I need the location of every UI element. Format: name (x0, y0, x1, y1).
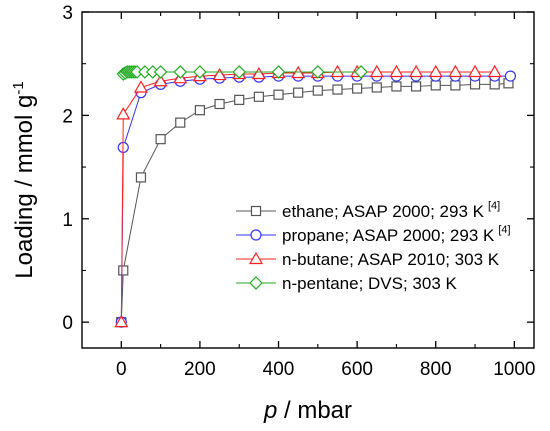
data-point (153, 74, 168, 87)
data-point (153, 65, 168, 79)
x-tick-label: 600 (341, 359, 373, 380)
legend-ref: [4] (498, 224, 510, 236)
data-point (448, 64, 463, 78)
data-point (312, 85, 323, 96)
legend-label: ethane; ASAP 2000; 293 K [4] (282, 200, 500, 221)
data-point (135, 172, 147, 183)
legend-marker (249, 276, 263, 290)
data-point (428, 64, 443, 78)
data-point (369, 64, 384, 78)
data-point (155, 134, 166, 145)
data-point (487, 64, 502, 78)
data-point (116, 107, 131, 120)
x-axis-title-italic: p (263, 397, 277, 424)
data-point (173, 65, 188, 79)
data-point (118, 265, 129, 276)
y-axis-title-main: Loading / mmol g (11, 95, 38, 279)
legend-entry-3: n-pentane; DVS; 303 K (236, 274, 458, 293)
series-line (120, 82, 509, 323)
data-point (410, 81, 422, 92)
legend-marker (250, 205, 262, 217)
data-point (430, 80, 441, 91)
legend-marker (248, 251, 264, 265)
data-point (194, 105, 206, 116)
legend-label: n-butane; ASAP 2010; 303 K (282, 250, 500, 269)
y-axis-title: Loading / mmol g-1 (10, 81, 38, 278)
x-tick-label: 800 (420, 359, 452, 380)
data-point (253, 91, 264, 102)
x-tick-label: 400 (263, 359, 295, 380)
legend-entry-2: n-butane; ASAP 2010; 303 K (236, 250, 500, 269)
x-tick-label: 1000 (493, 359, 535, 380)
data-point (271, 65, 286, 79)
data-point (330, 64, 345, 78)
data-point (504, 70, 517, 82)
data-point (214, 98, 225, 110)
legend-label: propane; ASAP 2000; 293 K [4] (282, 224, 511, 245)
data-point (273, 89, 284, 100)
data-point (391, 81, 402, 92)
legend-label: n-pentane; DVS; 303 K (282, 274, 458, 293)
data-point (468, 64, 483, 78)
data-point (133, 80, 148, 93)
x-tick-label: 200 (184, 359, 216, 380)
series-line (120, 75, 511, 323)
data-point (234, 94, 245, 105)
legend-entry-0: ethane; ASAP 2000; 293 K [4] (236, 200, 500, 221)
data-point (232, 65, 247, 79)
legend-entry-1: propane; ASAP 2000; 293 K [4] (236, 224, 511, 245)
data-point (389, 64, 404, 78)
y-axis-title-sup: -1 (10, 81, 27, 94)
y-tick-label: 2 (62, 106, 73, 127)
y-tick-label: 1 (62, 210, 73, 231)
data-point (193, 65, 207, 79)
x-axis-title: p / mbar (263, 397, 352, 424)
data-point (212, 67, 227, 81)
data-point (352, 83, 363, 94)
data-point (175, 117, 186, 128)
data-point (114, 314, 129, 328)
x-axis-title-unit: / mbar (277, 397, 352, 424)
data-point (371, 82, 382, 93)
legend-ref: [4] (488, 200, 500, 212)
legend-marker (250, 229, 262, 241)
data-point (251, 66, 266, 80)
data-point (293, 87, 304, 98)
y-tick-label: 3 (62, 3, 73, 24)
data-point (332, 84, 343, 95)
data-point (310, 65, 325, 79)
axis-ticks: 0 200 400 600 800 1000 0 1 2 3 (62, 3, 535, 380)
data-point (450, 80, 461, 91)
plot-area (81, 11, 535, 349)
series-3 (116, 65, 368, 81)
series-layer (114, 64, 517, 328)
x-tick-label: 0 (116, 359, 127, 380)
legend: ethane; ASAP 2000; 293 K [4] propane; ASAP… (236, 200, 511, 293)
data-point (354, 65, 368, 79)
data-point (409, 64, 424, 78)
y-tick-label: 0 (62, 313, 73, 334)
